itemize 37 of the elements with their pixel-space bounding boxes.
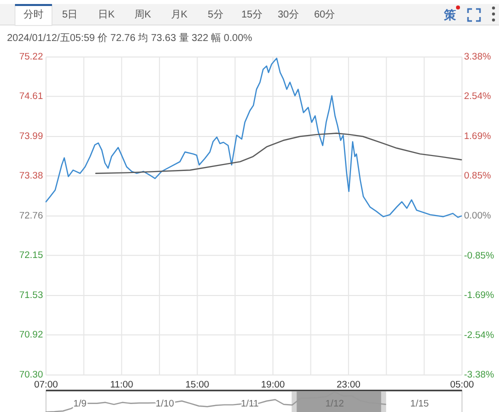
y2-tick-label: 0.85% bbox=[464, 170, 492, 182]
y2-tick-label: 0.00% bbox=[464, 210, 492, 222]
y2-tick-label: -0.85% bbox=[464, 250, 495, 262]
y2-tick-label: 2.54% bbox=[464, 91, 492, 102]
y2-tick-label: -1.69% bbox=[464, 290, 495, 301]
x-tick-label: 1/15 bbox=[410, 398, 429, 410]
y-tick-label: 70.92 bbox=[19, 329, 43, 340]
y-tick-label: 70.30 bbox=[19, 370, 43, 380]
line-series bbox=[95, 132, 462, 174]
y-tick-label: 71.53 bbox=[19, 290, 43, 301]
text: 策 bbox=[443, 8, 457, 22]
text: 5日 bbox=[62, 10, 78, 20]
y-tick-label: 75.22 bbox=[19, 52, 43, 62]
x-tick-label: 07:00 bbox=[34, 380, 58, 390]
text: 60分 bbox=[314, 8, 336, 20]
text: 日K bbox=[98, 10, 115, 20]
text: 分时 bbox=[24, 8, 44, 20]
x-tick-label: 19:00 bbox=[261, 380, 285, 390]
y2-tick-label: 3.38% bbox=[464, 52, 492, 62]
text: 周K bbox=[134, 10, 152, 20]
y2-tick-label: -3.38% bbox=[464, 370, 495, 380]
text: 月K bbox=[170, 10, 188, 20]
y-tick-label: 74.61 bbox=[19, 90, 43, 102]
y-tick-label: 73.38 bbox=[19, 170, 43, 182]
y-tick-label: 72.15 bbox=[19, 250, 43, 261]
x-tick-label: 15:00 bbox=[185, 380, 210, 390]
x-tick-label: 05:00 bbox=[450, 380, 474, 390]
y2-tick-label: 1.69% bbox=[464, 131, 492, 142]
y2-tick-label: -2.54% bbox=[464, 330, 495, 341]
x-tick-label: 23:00 bbox=[336, 380, 360, 390]
chart-subtitle: 2024/01/12/五05:59 价 72.76 均 73.63 量 322 幅 0.00% bbox=[7, 32, 252, 44]
y-tick-label: 72.76 bbox=[19, 210, 43, 222]
y-tick-label: 73.99 bbox=[19, 131, 43, 142]
text: 15分 bbox=[241, 8, 262, 20]
x-tick-label: 11:00 bbox=[110, 380, 134, 390]
text: 30分 bbox=[278, 8, 299, 20]
text: 5分 bbox=[208, 8, 224, 20]
